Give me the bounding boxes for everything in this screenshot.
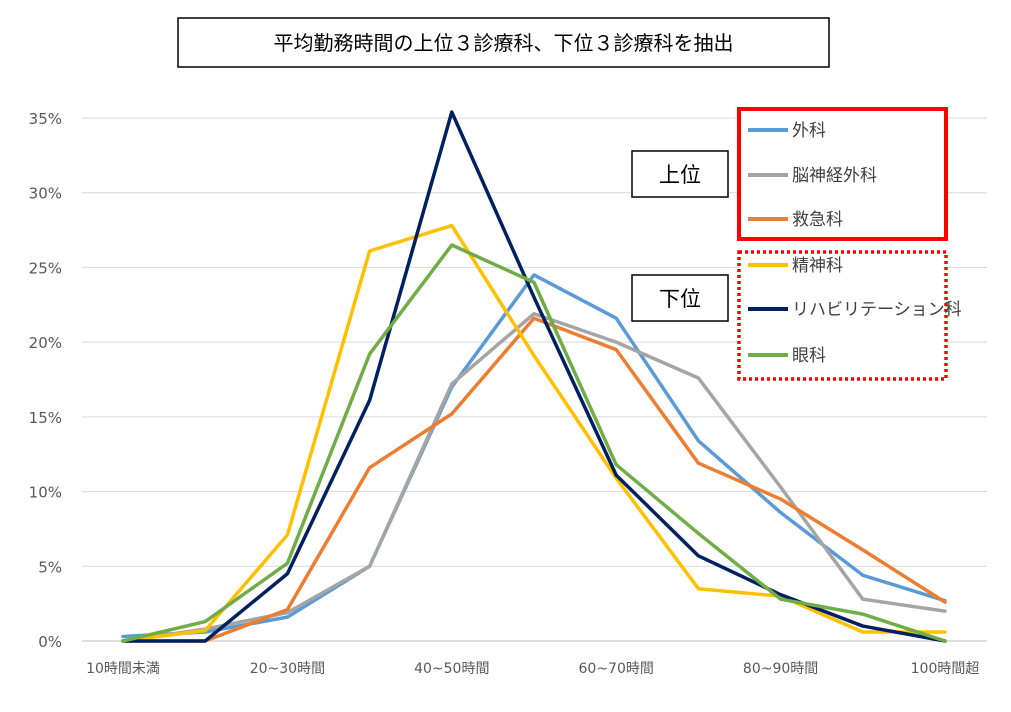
legend-label: 眼科 bbox=[792, 346, 826, 366]
chart-title: 平均勤務時間の上位３診療科、下位３診療科を抽出 bbox=[274, 31, 734, 55]
y-tick-label: 30% bbox=[29, 185, 62, 203]
legend-label: 外科 bbox=[792, 121, 826, 141]
series-line-2 bbox=[121, 316, 947, 643]
legend-label: 救急科 bbox=[792, 210, 843, 230]
legend-lower-group-border bbox=[737, 250, 948, 381]
x-tick-label: 60~70時間 bbox=[579, 661, 654, 677]
y-tick-label: 20% bbox=[29, 334, 62, 352]
x-tick-label: 10時間未満 bbox=[86, 661, 160, 677]
series-line-1 bbox=[121, 312, 947, 643]
upper-group-label-box: 上位 bbox=[631, 150, 729, 198]
y-tick-label: 25% bbox=[29, 259, 62, 277]
series-lines bbox=[121, 110, 947, 643]
y-tick-label: 15% bbox=[29, 409, 62, 427]
legend-label: リハビリテーション科 bbox=[792, 300, 962, 320]
y-tick-label: 10% bbox=[29, 484, 62, 502]
x-tick-label: 80~90時間 bbox=[743, 661, 818, 677]
y-tick-label: 35% bbox=[29, 110, 62, 128]
legend-label: 脳神経外科 bbox=[792, 166, 877, 186]
y-tick-label: 5% bbox=[38, 558, 62, 576]
x-tick-label: 100時間超 bbox=[911, 661, 980, 677]
chart-title-box: 平均勤務時間の上位３診療科、下位３診療科を抽出 bbox=[177, 17, 830, 68]
x-tick-label: 40~50時間 bbox=[414, 661, 489, 677]
x-axis-tick-labels: 10時間未満 20~30時間 40~50時間 60~70時間 80~90時間 100時間超 bbox=[86, 661, 979, 677]
lower-group-label-box: 下位 bbox=[631, 274, 729, 322]
series-line-3 bbox=[121, 223, 947, 643]
y-axis-tick-labels: 0% 5% 10% 15% 20% 25% 30% 35% bbox=[29, 110, 62, 651]
lower-group-label: 下位 bbox=[659, 287, 701, 311]
x-tick-label: 20~30時間 bbox=[250, 661, 325, 677]
series-line-5 bbox=[121, 243, 947, 643]
series-line-0 bbox=[121, 273, 947, 639]
upper-group-label: 上位 bbox=[659, 163, 701, 187]
y-tick-label: 0% bbox=[38, 633, 62, 651]
legend-label: 精神科 bbox=[792, 256, 843, 276]
